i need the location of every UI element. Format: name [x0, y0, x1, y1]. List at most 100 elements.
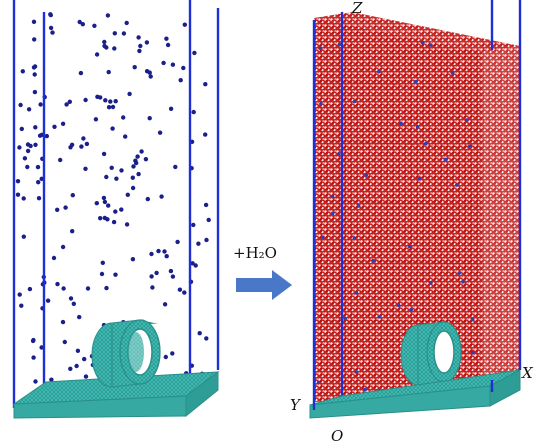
ion-particle: [49, 377, 54, 382]
ion-particle: [15, 179, 21, 184]
ion-particle: [417, 176, 422, 181]
ion-particle: [71, 301, 77, 306]
ion-particle: [93, 117, 99, 122]
ion-particle: [103, 98, 108, 103]
ion-particle: [98, 95, 103, 100]
ion-particle: [130, 257, 136, 262]
ion-particle: [22, 156, 28, 161]
ion-particle: [343, 316, 348, 321]
ion-particle: [77, 19, 82, 25]
ion-particle: [143, 157, 149, 162]
ion-particle: [44, 133, 49, 139]
ion-particle: [39, 345, 44, 350]
ion-particle: [25, 142, 31, 147]
ion-particle: [316, 380, 321, 385]
ion-particle: [67, 99, 73, 105]
ion-particle: [33, 125, 38, 130]
ion-particle: [80, 22, 86, 27]
ion-particle: [145, 196, 150, 202]
ion-particle: [61, 286, 66, 291]
ion-particle: [119, 207, 124, 212]
ion-particle: [52, 124, 57, 129]
ion-particle: [31, 65, 37, 70]
axis-label-z: Z: [351, 0, 363, 17]
ion-particle: [106, 203, 111, 208]
ion-particle: [181, 65, 186, 71]
ion-particle: [196, 241, 201, 246]
ion-particle: [104, 285, 109, 291]
ion-particle: [124, 20, 129, 26]
ion-particle: [457, 271, 462, 275]
ion-particle: [429, 280, 433, 285]
ion-particle: [83, 97, 88, 103]
ion-particle: [130, 175, 135, 180]
ion-particle: [138, 43, 143, 49]
ion-particle: [121, 115, 126, 120]
ion-particle: [465, 118, 469, 122]
ion-particle: [424, 141, 428, 146]
ion-particle: [112, 46, 117, 51]
ion-particle: [102, 215, 108, 221]
ion-particle: [409, 308, 414, 312]
ion-particle: [164, 36, 169, 41]
ion-particle: [33, 142, 38, 147]
ion-particle: [170, 62, 176, 67]
ion-particle: [94, 52, 100, 57]
ion-particle: [55, 281, 60, 287]
ion-particle: [70, 193, 76, 198]
ion-particle: [113, 209, 118, 214]
ion-particle: [19, 303, 24, 308]
ion-particle: [21, 234, 26, 239]
ion-particle: [203, 132, 208, 137]
ion-particle: [94, 201, 100, 206]
ion-particle: [113, 272, 118, 277]
ion-particle: [37, 133, 43, 138]
ion-particle: [133, 158, 138, 163]
ion-particle: [18, 102, 23, 108]
ion-particle: [420, 40, 425, 45]
ion-particle: [68, 366, 73, 371]
ion-particle: [98, 216, 103, 221]
ion-particle: [36, 180, 41, 185]
ion-particle: [443, 157, 448, 162]
ion-particle: [110, 104, 116, 110]
ion-particle: [125, 192, 130, 197]
ion-particle: [60, 244, 66, 250]
right-panel-water-box: Z X Y O: [290, 0, 534, 445]
ion-particle: [70, 229, 75, 234]
ion-particle: [79, 144, 84, 149]
ion-particle: [204, 237, 209, 243]
ion-particle: [173, 164, 178, 170]
ion-particle: [30, 338, 36, 344]
left-panel-ions-only: [12, 0, 220, 419]
ion-particle: [178, 78, 183, 83]
ion-particle: [165, 42, 171, 48]
ion-particle: [428, 43, 433, 47]
ion-particle: [168, 106, 174, 112]
ion-particle: [102, 199, 108, 205]
right-nanotube-ring: [400, 321, 462, 386]
ion-particle: [92, 23, 97, 28]
ion-particle: [352, 236, 357, 240]
ion-particle: [399, 121, 403, 126]
reaction-arrow: +H₂O: [233, 244, 292, 300]
ion-particle: [136, 171, 141, 177]
ion-particle: [137, 48, 142, 54]
ion-particle: [124, 222, 130, 227]
ion-particle: [131, 164, 136, 169]
ion-particle: [337, 152, 341, 156]
ion-particle: [63, 205, 68, 210]
ion-particle: [330, 194, 335, 199]
ion-particle: [354, 370, 359, 374]
ion-particle: [157, 130, 163, 135]
ion-particle: [319, 102, 323, 106]
ion-particle: [163, 354, 168, 360]
ion-particle: [101, 195, 107, 201]
ion-particle: [468, 144, 472, 149]
ion-particle: [35, 164, 41, 170]
ion-particle: [106, 69, 111, 75]
ion-particle: [75, 348, 81, 353]
ion-particle: [377, 69, 381, 74]
ion-particle: [197, 331, 202, 336]
ion-particle: [154, 270, 159, 276]
